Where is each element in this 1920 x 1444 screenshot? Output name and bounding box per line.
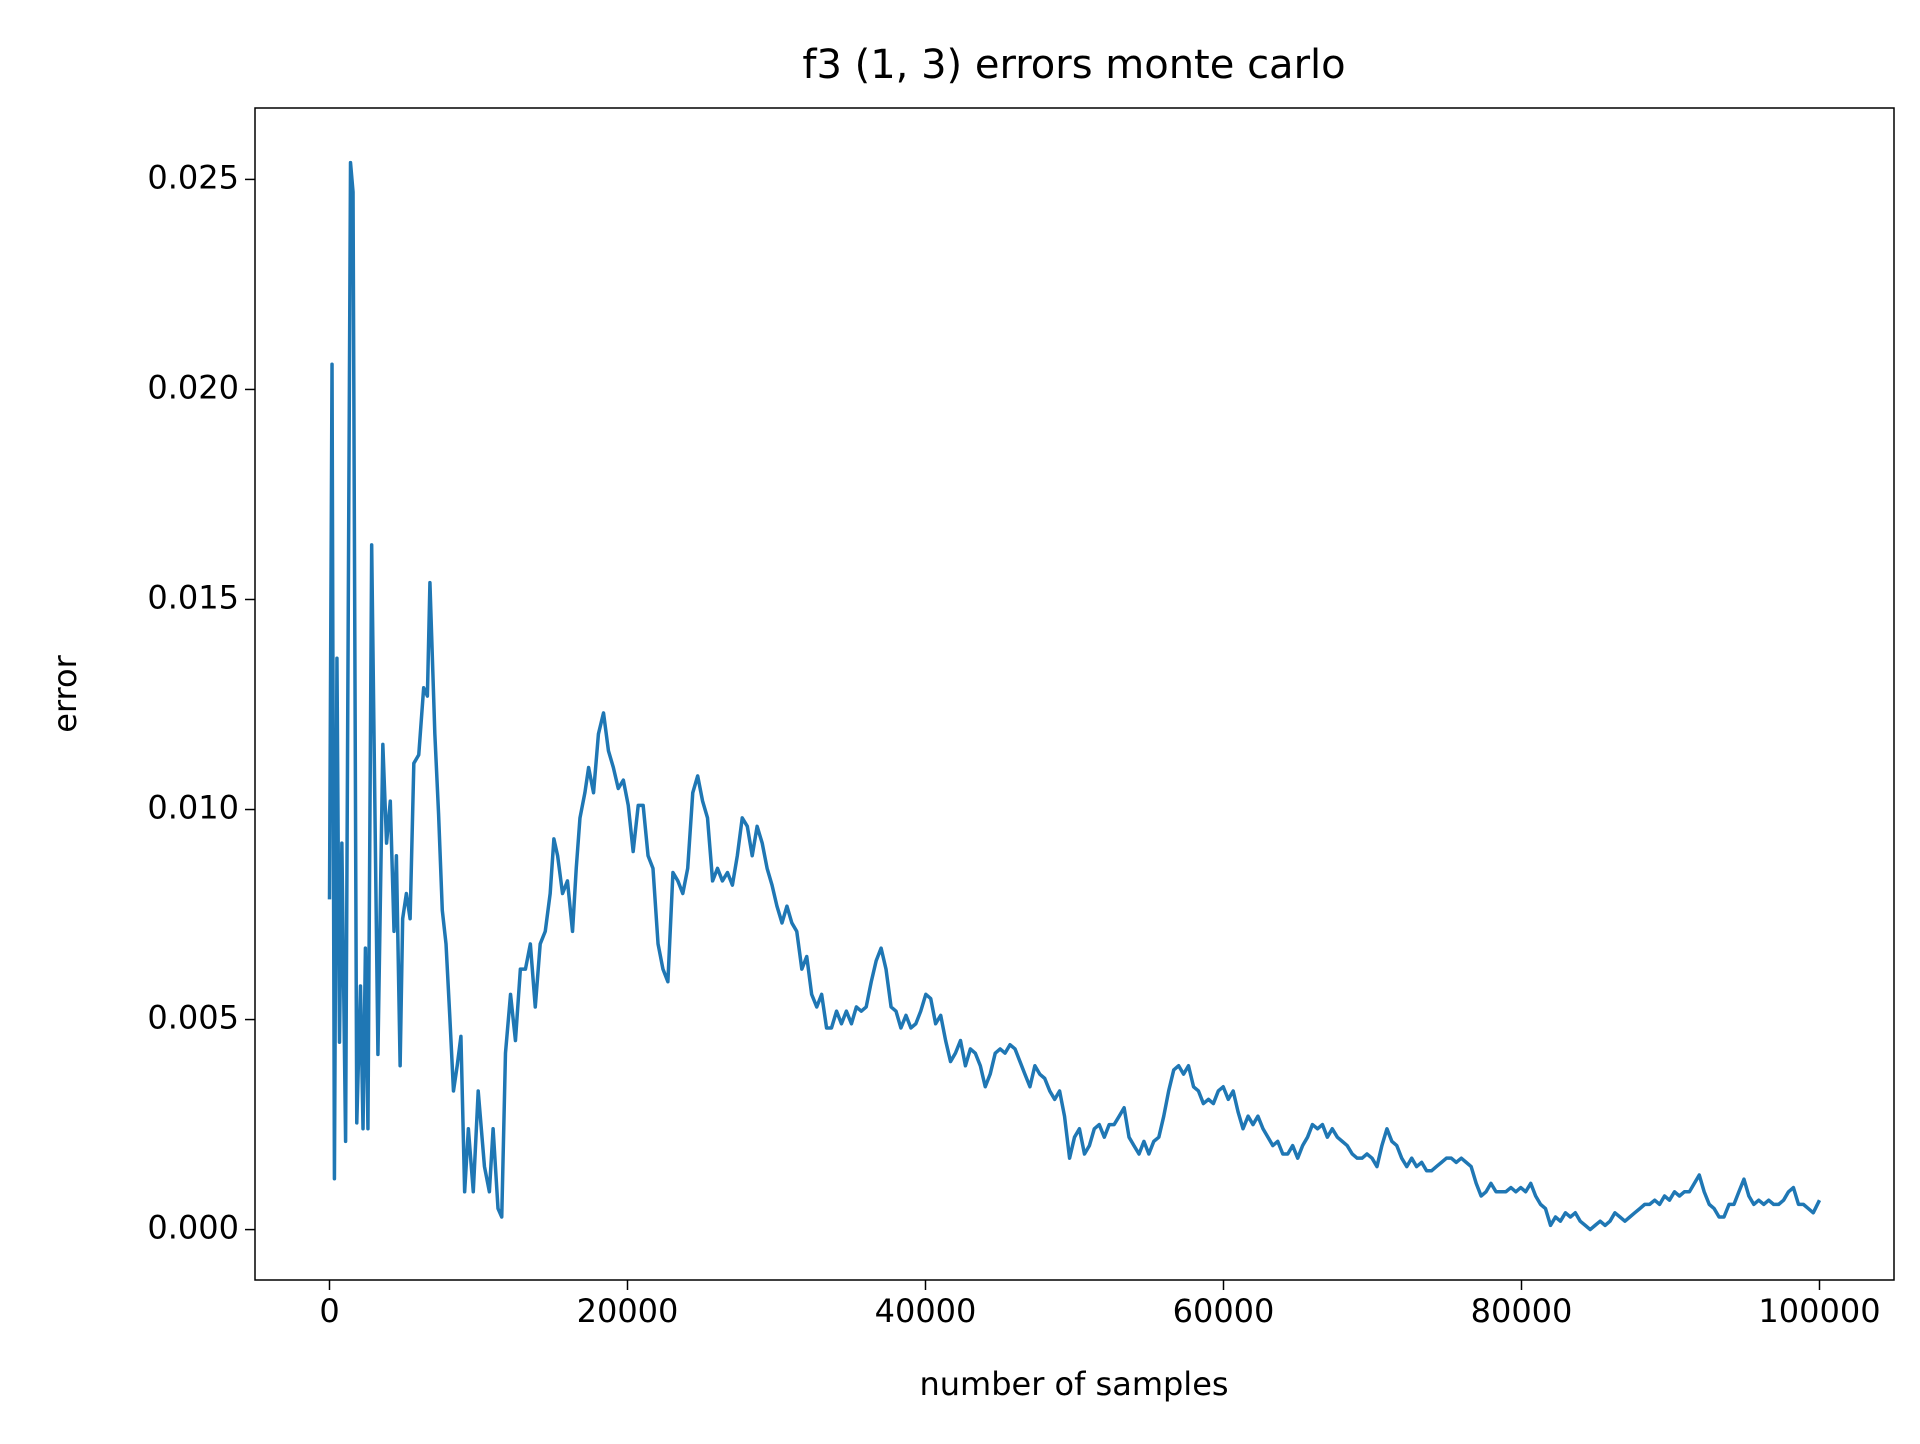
x-tick-label: 40000 bbox=[875, 1292, 977, 1330]
y-tick-label: 0.015 bbox=[147, 578, 239, 616]
y-tick-label: 0.005 bbox=[147, 999, 239, 1037]
chart-title: f3 (1, 3) errors monte carlo bbox=[802, 42, 1345, 88]
x-tick-label: 0 bbox=[319, 1292, 339, 1330]
y-tick-label: 0.025 bbox=[147, 158, 239, 196]
y-tick-label: 0.010 bbox=[147, 789, 239, 827]
x-tick-label: 20000 bbox=[577, 1292, 679, 1330]
x-tick-label: 80000 bbox=[1471, 1292, 1573, 1330]
x-axis-label: number of samples bbox=[919, 1365, 1228, 1403]
x-tick-label: 100000 bbox=[1758, 1292, 1880, 1330]
y-axis-label: error bbox=[46, 654, 84, 732]
y-tick-label: 0.000 bbox=[147, 1209, 239, 1247]
data-line bbox=[327, 160, 1822, 1232]
y-tick-label: 0.020 bbox=[147, 368, 239, 406]
plot-frame bbox=[254, 107, 1895, 1281]
x-tick-label: 60000 bbox=[1173, 1292, 1275, 1330]
